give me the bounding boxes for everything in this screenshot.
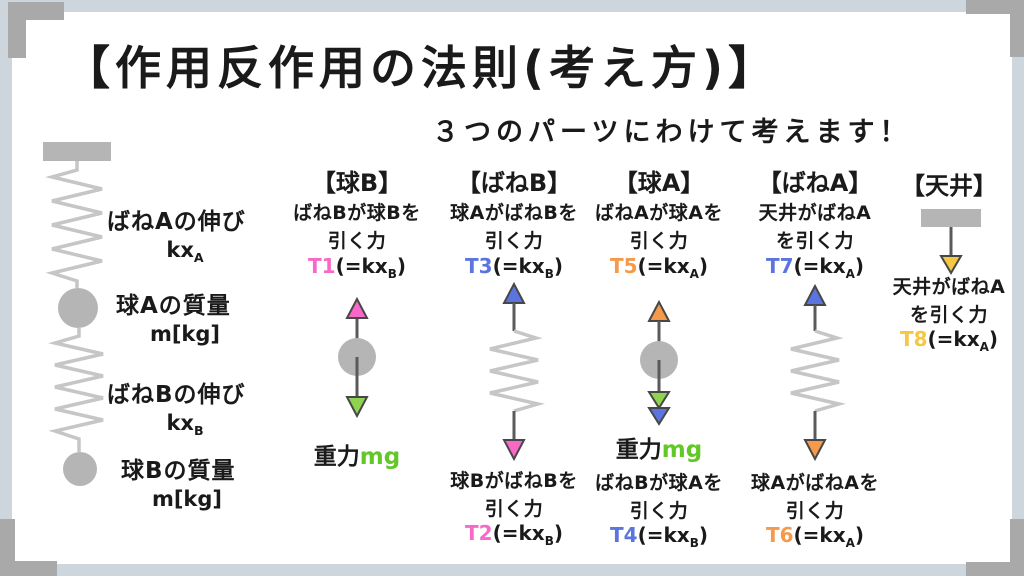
force-eq-close: )	[988, 327, 999, 351]
ball-a-bottom-force-desc-1: ばねBが球Aを	[595, 472, 723, 494]
ball-b-top-force: T1(=kxB)	[277, 254, 437, 281]
formula-base: kx	[166, 238, 194, 262]
spring-b-extension-formula: kxB	[130, 411, 240, 438]
spring-b-bottom-force: T2(=kxB)	[434, 521, 594, 548]
force-t8-label: T8	[899, 327, 928, 351]
force-t4-label: T4	[610, 523, 638, 547]
ceiling-force-desc-1: 天井がばねA	[892, 276, 1006, 298]
force-eq-close: )	[698, 254, 709, 278]
spring-b-extension-label: ばねBの伸び	[107, 382, 246, 408]
force-eq-close: )	[553, 521, 563, 545]
spring-b-top-force: T3(=kxB)	[434, 254, 594, 281]
force-eq-close: )	[553, 254, 563, 278]
ball-a-mass-value: m[kg]	[149, 322, 221, 346]
column-spring-a-header: 【ばねA】	[757, 169, 873, 197]
force-t3-label: T3	[465, 254, 493, 278]
force-eq-close: )	[698, 523, 708, 547]
ball-a-top-force: T5(=kxA)	[579, 254, 739, 281]
ball-b-top-force-desc-2: 引く力	[327, 230, 387, 252]
force-eq: (=kx	[335, 254, 388, 278]
force-sub: A	[845, 536, 855, 550]
force-eq: (=kx	[927, 327, 980, 351]
ball-a-gravity-label: 重力mg	[579, 430, 739, 464]
formula-sub: A	[193, 250, 204, 266]
column-ball-a: 【球A】 ばねAが球Aを 引く力 T5(=kxA) 重力mg ばねBが球Aを 引…	[579, 0, 739, 576]
gravity-label: 重力	[615, 437, 662, 463]
spring-a-extension-formula: kxA	[130, 238, 240, 265]
ball-b-gravity-label: 重力mg	[277, 437, 437, 471]
force-sub: B	[544, 534, 554, 548]
force-t6-label: T6	[765, 523, 794, 547]
ball-a-mass-label: 球Aの質量	[116, 293, 231, 319]
spring-a-top-force: T7(=kxA)	[735, 254, 895, 281]
formula-sub: B	[193, 423, 204, 439]
force-sub: B	[387, 267, 397, 281]
spring-b-top-force-desc-1: 球AがばねBを	[450, 202, 578, 224]
force-eq: (=kx	[793, 523, 846, 547]
force-eq: (=kx	[637, 254, 690, 278]
column-ball-b-header: 【球B】	[311, 169, 403, 197]
force-eq: (=kx	[492, 254, 545, 278]
force-eq-close: )	[854, 523, 865, 547]
page-title: 【作用反作用の法則(考え方)】	[64, 41, 780, 95]
force-t5-label: T5	[609, 254, 638, 278]
force-sub: B	[689, 536, 699, 550]
column-spring-a: 【ばねA】 天井がばねA を引く力 T7(=kxA) 球AがばねAを 引く力 T…	[735, 0, 895, 576]
force-sub: A	[845, 267, 855, 281]
force-eq-close: )	[396, 254, 406, 278]
ball-a-top-force-desc-2: 引く力	[629, 230, 689, 252]
force-eq: (=kx	[492, 521, 545, 545]
ceiling-force-desc-2: を引く力	[909, 304, 988, 326]
gravity-symbol: mg	[359, 444, 401, 470]
ball-b-top-force-desc-1: ばねBが球Bを	[293, 202, 421, 224]
force-eq: (=kx	[637, 523, 690, 547]
column-ball-a-header: 【球A】	[613, 169, 705, 197]
force-eq-close: )	[854, 254, 865, 278]
column-spring-b-header: 【ばねB】	[456, 169, 572, 197]
force-eq: (=kx	[793, 254, 846, 278]
ceiling-force: T8(=kxA)	[869, 327, 1024, 354]
spring-a-extension-label: ばねAの伸び	[107, 209, 246, 235]
page-subtitle: ３つのパーツにわけて考えます！	[432, 117, 912, 148]
formula-base: kx	[166, 411, 194, 435]
force-sub: A	[689, 267, 699, 281]
ball-b-mass-label: 球Bの質量	[121, 458, 236, 484]
column-ball-b: 【球B】 ばねBが球Bを 引く力 T1(=kxB) 重力mg	[277, 0, 437, 576]
force-t1-label: T1	[308, 254, 336, 278]
spring-b-bottom-force-desc-1: 球BがばねBを	[450, 470, 578, 492]
column-ceiling: 【天井】 天井がばねA を引く力 T8(=kxA)	[869, 0, 1024, 576]
spring-a-top-force-desc-2: を引く力	[775, 230, 854, 252]
force-t7-label: T7	[765, 254, 794, 278]
spring-a-top-force-desc-1: 天井がばねA	[758, 202, 872, 224]
ball-a-top-force-desc-1: ばねAが球Aを	[595, 202, 723, 224]
gravity-symbol: mg	[661, 437, 703, 463]
ball-b-mass-value: m[kg]	[151, 487, 223, 511]
spring-a-bottom-force: T6(=kxA)	[735, 523, 895, 550]
ball-a-bottom-force: T4(=kxB)	[579, 523, 739, 550]
force-sub: B	[544, 267, 554, 281]
column-ceiling-header: 【天井】	[901, 172, 997, 200]
gravity-label: 重力	[313, 444, 360, 470]
spring-b-top-force-desc-2: 引く力	[484, 230, 544, 252]
spring-b-bottom-force-desc-2: 引く力	[484, 498, 544, 520]
spring-a-bottom-force-desc-1: 球AがばねAを	[751, 472, 879, 494]
force-t2-label: T2	[465, 521, 493, 545]
ball-a-bottom-force-desc-2: 引く力	[629, 500, 689, 522]
spring-a-bottom-force-desc-2: 引く力	[785, 500, 845, 522]
column-spring-b: 【ばねB】 球AがばねBを 引く力 T3(=kxB) 球BがばねBを 引く力 T…	[434, 0, 594, 576]
force-sub: A	[979, 340, 989, 354]
